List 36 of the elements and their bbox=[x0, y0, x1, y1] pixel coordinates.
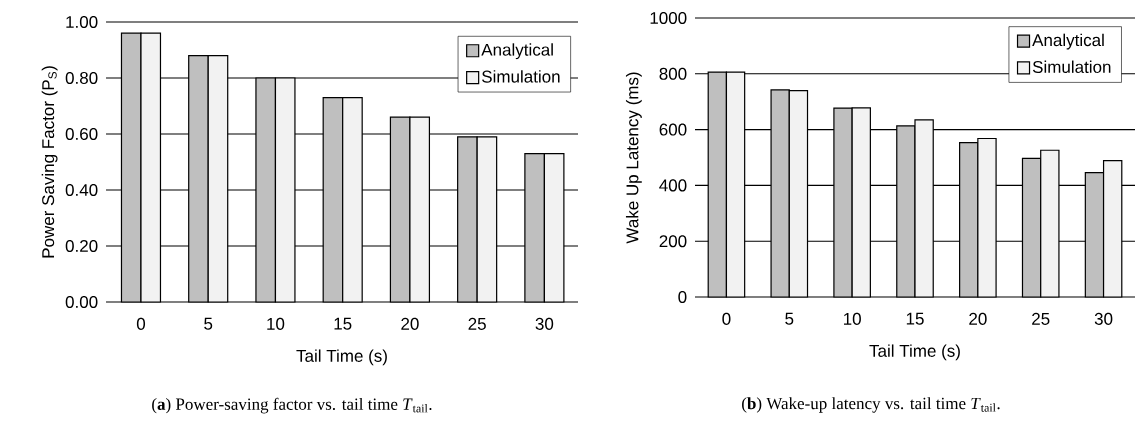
x-tick-label: 5 bbox=[204, 317, 213, 330]
y-axis-title: Power Saving Factor (P$_{S}$) bbox=[41, 66, 58, 258]
legend-label: Simulation bbox=[1032, 60, 1111, 74]
y-tick-label: 0.60 bbox=[65, 127, 98, 141]
y-tick-label: 400 bbox=[659, 179, 687, 192]
y-tick-label: 200 bbox=[659, 235, 687, 248]
y-tick-label: 600 bbox=[659, 123, 687, 136]
x-tick-label: 30 bbox=[535, 317, 554, 330]
x-tick-label: 15 bbox=[906, 312, 924, 325]
y-tick-label: 0 bbox=[678, 290, 687, 304]
text: (a) Power-saving factor vs. tail time T$_{tail}$. bbox=[152, 397, 432, 414]
y-tick-label: 1.00 bbox=[66, 15, 98, 29]
x-axis-title: Tail Time (s) bbox=[869, 344, 960, 361]
x-tick-label: 25 bbox=[1032, 312, 1050, 325]
x-tick-label: 10 bbox=[843, 312, 861, 325]
y-axis-title: Wake Up Latency (ms) bbox=[625, 72, 642, 244]
x-tick-label: 20 bbox=[969, 312, 987, 325]
legend-label: Simulation bbox=[482, 70, 560, 83]
y-tick-label: 1000 bbox=[650, 11, 687, 25]
x-tick-label: 5 bbox=[785, 312, 794, 325]
x-tick-label: 25 bbox=[468, 317, 486, 330]
x-tick-label: 0 bbox=[136, 317, 146, 330]
x-tick-label: 15 bbox=[334, 317, 352, 330]
x-tick-label: 30 bbox=[1094, 312, 1113, 325]
legend-label: Analytical bbox=[1032, 33, 1104, 50]
x-tick-label: 10 bbox=[267, 317, 285, 330]
text: (b) Wake-up latency vs. tail time T$_{tail}$. bbox=[742, 397, 1000, 413]
y-tick-label: 0.80 bbox=[65, 71, 98, 85]
y-tick-label: 0.00 bbox=[65, 295, 98, 309]
x-axis-title: Tail Time (s) bbox=[296, 349, 387, 366]
y-tick-label: 0.20 bbox=[65, 239, 98, 253]
legend-label: Analytical bbox=[481, 43, 553, 60]
y-tick-label: 800 bbox=[659, 67, 687, 80]
x-tick-label: 0 bbox=[722, 312, 731, 325]
x-tick-label: 20 bbox=[401, 317, 419, 330]
y-tick-label: 0.40 bbox=[65, 183, 98, 197]
